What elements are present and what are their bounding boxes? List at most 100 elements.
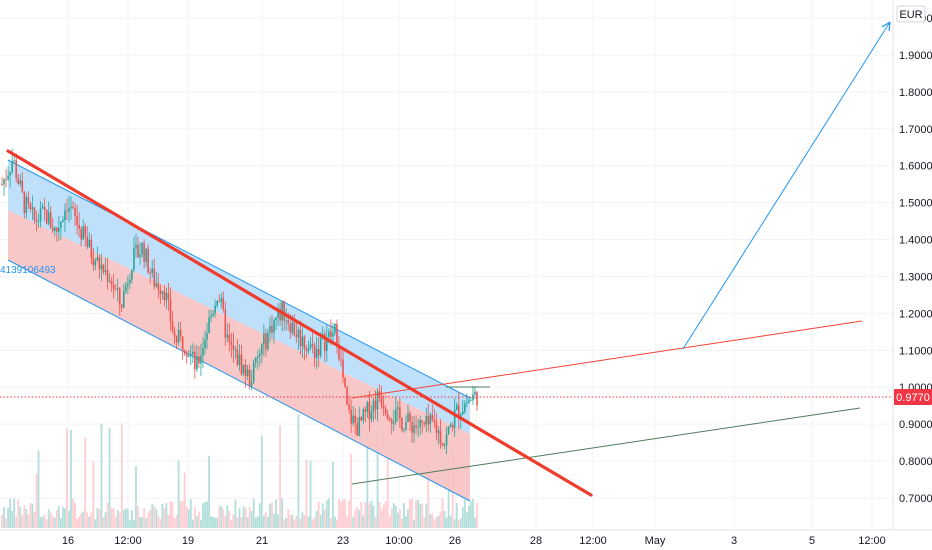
volume-histogram bbox=[1, 400, 478, 528]
volume-bar bbox=[421, 503, 424, 528]
target-arrow-line[interactable] bbox=[682, 21, 891, 350]
price-tick-label: 1.2000 bbox=[899, 308, 932, 320]
candle-body bbox=[297, 329, 300, 338]
candle-body bbox=[439, 430, 442, 444]
candle-body bbox=[21, 180, 24, 192]
volume-bar bbox=[47, 509, 50, 528]
volume-bar bbox=[114, 516, 117, 528]
price-tick-label: 0.7000 bbox=[899, 493, 932, 505]
volume-bar bbox=[277, 514, 279, 528]
candle-body bbox=[161, 291, 164, 294]
volume-bar bbox=[429, 514, 432, 528]
candle-body bbox=[68, 208, 70, 212]
volume-bar bbox=[459, 518, 462, 528]
time-tick-label: 10:00 bbox=[385, 535, 413, 547]
volume-bar bbox=[163, 507, 166, 528]
descending-trend-line[interactable] bbox=[6, 149, 593, 497]
candle-body bbox=[58, 227, 60, 232]
volume-bar bbox=[232, 514, 235, 528]
volume-bar bbox=[104, 512, 107, 528]
candle-body bbox=[88, 239, 91, 247]
volume-bar bbox=[297, 414, 300, 528]
volume-bar bbox=[457, 519, 460, 528]
candle-body bbox=[47, 212, 50, 224]
volume-bar bbox=[258, 503, 261, 528]
volume-bar bbox=[1, 514, 3, 528]
candle-body bbox=[232, 345, 235, 351]
volume-bar bbox=[315, 510, 318, 528]
candle-body bbox=[234, 349, 237, 351]
time-tick-label: 16 bbox=[62, 535, 74, 547]
candle-body bbox=[445, 434, 448, 446]
candle-body bbox=[303, 336, 306, 350]
volume-bar bbox=[366, 432, 369, 528]
volume-bar bbox=[407, 509, 409, 528]
price-tick-label: 1.8000 bbox=[899, 87, 932, 99]
volume-bar bbox=[311, 519, 314, 528]
volume-bar bbox=[139, 516, 141, 528]
candle-body bbox=[98, 257, 101, 270]
candle-body bbox=[27, 197, 30, 204]
candle-body bbox=[315, 348, 318, 359]
candle-body bbox=[340, 359, 342, 361]
candle-body bbox=[285, 320, 287, 322]
volume-bar bbox=[301, 512, 304, 528]
volume-bar bbox=[216, 517, 219, 528]
candle-body bbox=[167, 293, 170, 299]
fan-lower-line[interactable] bbox=[351, 407, 861, 485]
volume-bar bbox=[171, 502, 174, 528]
volume-bar bbox=[39, 517, 42, 528]
candle-body bbox=[384, 408, 387, 415]
candle-body bbox=[411, 421, 413, 433]
candle-body bbox=[457, 404, 460, 419]
volume-bar bbox=[246, 517, 249, 528]
candle-body bbox=[287, 320, 290, 324]
time-tick-label: 12:00 bbox=[114, 535, 142, 547]
candle-body bbox=[102, 264, 105, 272]
candle-body bbox=[51, 228, 54, 232]
candle-body bbox=[429, 414, 432, 425]
candle-body bbox=[293, 322, 296, 335]
volume-bar bbox=[106, 502, 109, 528]
candle-body bbox=[265, 333, 267, 350]
volume-bar bbox=[445, 517, 448, 528]
candle-body bbox=[431, 414, 434, 421]
volume-bar bbox=[202, 503, 204, 528]
price-axis-ticks: 0.70000.80000.90001.00001.10001.20001.30… bbox=[899, 13, 932, 505]
candle-body bbox=[157, 283, 160, 290]
candle-body bbox=[470, 400, 472, 401]
candle-body bbox=[43, 206, 46, 210]
candle-body bbox=[319, 338, 322, 356]
channel-upper-line[interactable] bbox=[7, 159, 471, 399]
time-axis[interactable]: 16 12:00 19 21 23 10:00 26 28 12:00 May 3 5 12:00 bbox=[0, 529, 932, 547]
candle-body bbox=[200, 355, 202, 364]
fan-upper-line[interactable] bbox=[351, 320, 863, 399]
volume-bar bbox=[267, 516, 269, 528]
candle-body bbox=[403, 429, 405, 431]
candle-body bbox=[451, 424, 454, 428]
volume-bar bbox=[317, 501, 320, 528]
candle-body bbox=[228, 334, 231, 342]
volume-bar bbox=[195, 516, 198, 528]
volume-bar bbox=[279, 425, 281, 528]
volume-bar bbox=[35, 473, 38, 528]
candle-body bbox=[125, 285, 127, 291]
volume-bar bbox=[15, 516, 18, 528]
volume-bar bbox=[185, 506, 188, 528]
candle-body bbox=[461, 411, 464, 415]
candle-body bbox=[171, 321, 174, 332]
price-axis[interactable]: 0.70000.80000.90001.00001.10001.20001.30… bbox=[892, 0, 932, 530]
candle-body bbox=[267, 332, 269, 350]
volume-bar bbox=[305, 459, 308, 528]
volume-bar bbox=[84, 437, 87, 528]
volume-bar bbox=[236, 517, 239, 528]
candle-body bbox=[66, 210, 68, 212]
candle-body bbox=[141, 242, 143, 255]
volume-bar bbox=[64, 508, 66, 528]
volume-bar bbox=[193, 507, 196, 528]
candle-body bbox=[82, 226, 84, 240]
volume-bar bbox=[411, 498, 413, 528]
candle-body bbox=[189, 354, 192, 357]
channel-lower-line[interactable] bbox=[7, 259, 471, 502]
